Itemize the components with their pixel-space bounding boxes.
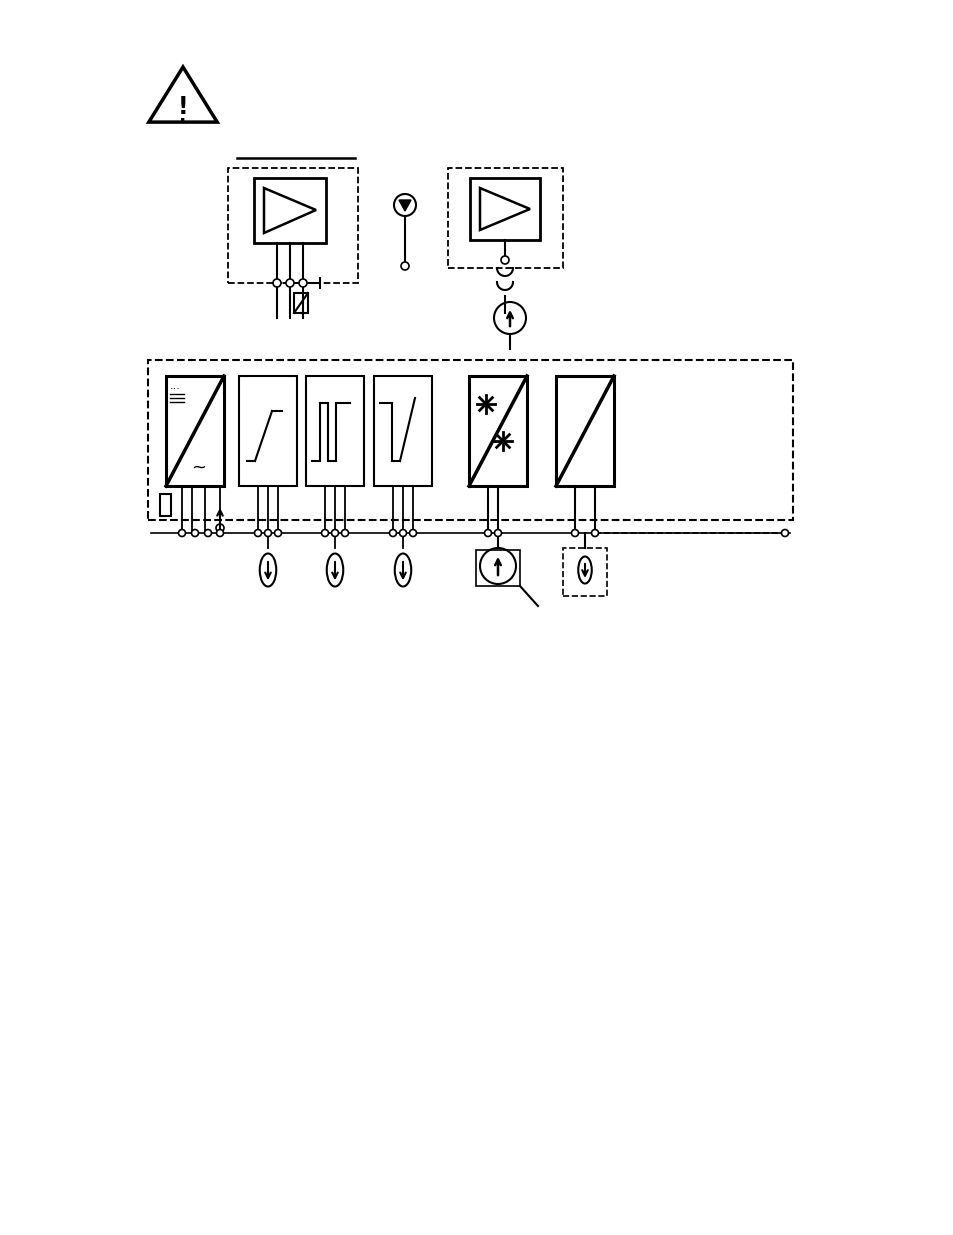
- Circle shape: [274, 530, 281, 536]
- Circle shape: [400, 262, 409, 270]
- Bar: [166, 375, 224, 487]
- Circle shape: [399, 530, 406, 536]
- Bar: [228, 168, 357, 283]
- Bar: [374, 375, 432, 487]
- Circle shape: [331, 530, 338, 536]
- Bar: [556, 375, 614, 487]
- Bar: [294, 293, 308, 312]
- Circle shape: [389, 530, 396, 536]
- Polygon shape: [398, 200, 411, 211]
- Bar: [470, 178, 539, 240]
- Text: ~: ~: [192, 459, 206, 477]
- Text: .: .: [179, 107, 187, 126]
- Circle shape: [204, 530, 212, 536]
- Circle shape: [484, 530, 491, 536]
- Circle shape: [781, 530, 788, 536]
- Circle shape: [178, 530, 185, 536]
- Bar: [306, 375, 364, 487]
- Bar: [562, 548, 606, 597]
- Circle shape: [571, 530, 578, 536]
- Bar: [253, 178, 326, 243]
- Bar: [448, 168, 562, 268]
- Circle shape: [321, 530, 328, 536]
- Text: ...: ...: [170, 382, 181, 391]
- Circle shape: [409, 530, 416, 536]
- Circle shape: [215, 524, 224, 532]
- Circle shape: [591, 530, 598, 536]
- Circle shape: [264, 530, 272, 536]
- Bar: [160, 494, 171, 516]
- Circle shape: [298, 279, 307, 287]
- Bar: [239, 375, 296, 487]
- Circle shape: [494, 530, 501, 536]
- Circle shape: [500, 256, 509, 264]
- Circle shape: [286, 279, 294, 287]
- Bar: [476, 550, 519, 585]
- Circle shape: [341, 530, 348, 536]
- Text: !: !: [177, 95, 188, 119]
- Circle shape: [216, 530, 223, 536]
- Circle shape: [254, 530, 261, 536]
- Circle shape: [192, 530, 198, 536]
- Bar: [469, 375, 526, 487]
- Circle shape: [273, 279, 281, 287]
- Bar: [148, 359, 792, 520]
